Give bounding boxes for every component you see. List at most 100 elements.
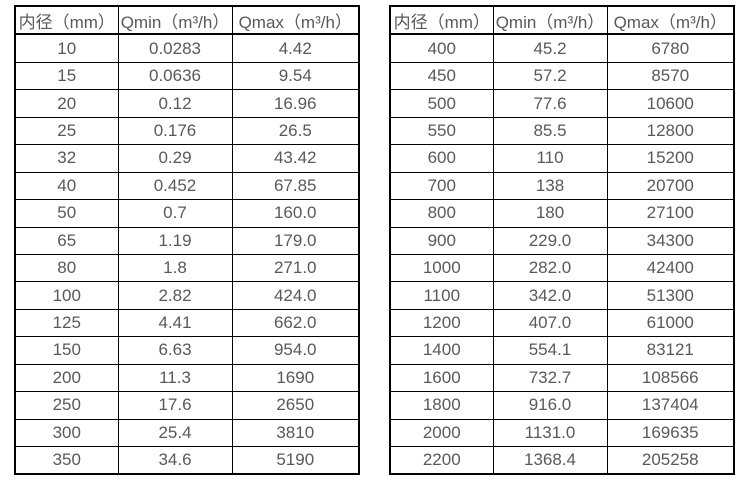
table-cell: 1.19 [117, 226, 233, 255]
table-row: 700 138 20700 [389, 171, 735, 201]
table-cell: 407.0 [492, 308, 608, 338]
table-cell: 0.176 [117, 116, 233, 146]
table-cell: 51300 [606, 281, 735, 310]
flow-spec-table-small-diameters: 内径（mm） Qmin（m³/h） Qmax（m³/h） 10 0.0283 4.42 1… [14, 5, 360, 476]
table-cell: 8570 [606, 61, 735, 91]
table-cell: 1600 [389, 363, 494, 393]
table-body: 10 0.0283 4.42 15 0.0636 9.54 20 0.12 16.96 25 0.1… [14, 33, 360, 475]
table-cell: 137404 [606, 391, 735, 420]
table-cell: 32 [14, 144, 119, 173]
table-cell: 80 [14, 253, 119, 283]
table-cell: 4.41 [117, 308, 233, 338]
table-cell: 15 [14, 61, 119, 91]
table-row: 550 85.5 12800 [389, 116, 735, 146]
table-cell: 250 [14, 391, 119, 420]
column-header: 内径（mm） [14, 5, 119, 36]
table-row: 1600 732.7 108566 [389, 363, 735, 393]
table-cell: 169635 [606, 418, 735, 448]
table-cell: 180 [492, 199, 608, 228]
table-cell: 0.452 [117, 171, 233, 201]
table-cell: 160.0 [231, 199, 360, 228]
table-cell: 25 [14, 116, 119, 146]
table-row: 65 1.19 179.0 [14, 226, 360, 255]
table-row: 15 0.0636 9.54 [14, 61, 360, 91]
table-cell: 20700 [606, 171, 735, 201]
table-row: 2200 1368.4 205258 [389, 446, 735, 475]
table-cell: 15200 [606, 144, 735, 173]
table-row: 1100 342.0 51300 [389, 281, 735, 310]
table-cell: 83121 [606, 336, 735, 365]
table-cell: 16.96 [231, 89, 360, 118]
table-cell: 11.3 [117, 363, 233, 393]
table-row: 200 11.3 1690 [14, 363, 360, 393]
table-cell: 45.2 [492, 33, 608, 63]
table-cell: 10 [14, 33, 119, 63]
table-cell: 700 [389, 171, 494, 201]
table-cell: 500 [389, 89, 494, 118]
table-cell: 110 [492, 144, 608, 173]
table-row: 40 0.452 67.85 [14, 171, 360, 201]
table-row: 900 229.0 34300 [389, 226, 735, 255]
table-cell: 1400 [389, 336, 494, 365]
table-cell: 150 [14, 336, 119, 365]
table-cell: 77.6 [492, 89, 608, 118]
table-row: 80 1.8 271.0 [14, 253, 360, 283]
table-row: 50 0.7 160.0 [14, 199, 360, 228]
table-cell: 26.5 [231, 116, 360, 146]
table-cell: 954.0 [231, 336, 360, 365]
table-cell: 67.85 [231, 171, 360, 201]
table-cell: 2650 [231, 391, 360, 420]
table-cell: 2200 [389, 446, 494, 475]
table-row: 2000 1131.0 169635 [389, 418, 735, 448]
table-cell: 6.63 [117, 336, 233, 365]
table-cell: 12800 [606, 116, 735, 146]
table-cell: 662.0 [231, 308, 360, 338]
table-row: 150 6.63 954.0 [14, 336, 360, 365]
table-cell: 6780 [606, 33, 735, 63]
table-body: 400 45.2 6780 450 57.2 8570 500 77.6 10600 550 85.… [389, 33, 735, 475]
table-cell: 42400 [606, 253, 735, 283]
table-cell: 1000 [389, 253, 494, 283]
table-cell: 179.0 [231, 226, 360, 255]
column-header: Qmax（m³/h） [231, 5, 360, 36]
table-cell: 300 [14, 418, 119, 448]
table-row: 25 0.176 26.5 [14, 116, 360, 146]
table-cell: 43.42 [231, 144, 360, 173]
table-cell: 229.0 [492, 226, 608, 255]
table-cell: 65 [14, 226, 119, 255]
table-row: 10 0.0283 4.42 [14, 33, 360, 63]
table-row: 1200 407.0 61000 [389, 308, 735, 338]
table-row: 450 57.2 8570 [389, 61, 735, 91]
table-header: 内径（mm） Qmin（m³/h） Qmax（m³/h） [14, 5, 360, 36]
table-cell: 0.0283 [117, 33, 233, 63]
table-cell: 17.6 [117, 391, 233, 420]
table-cell: 34300 [606, 226, 735, 255]
table-row: 100 2.82 424.0 [14, 281, 360, 310]
column-header: Qmin（m³/h） [492, 5, 608, 36]
table-row: 800 180 27100 [389, 199, 735, 228]
table-cell: 108566 [606, 363, 735, 393]
table-cell: 1690 [231, 363, 360, 393]
header-row: 内径（mm） Qmin（m³/h） Qmax（m³/h） [389, 5, 735, 36]
table-cell: 20 [14, 89, 119, 118]
table-cell: 27100 [606, 199, 735, 228]
table-cell: 5190 [231, 446, 360, 475]
table-cell: 350 [14, 446, 119, 475]
table-cell: 424.0 [231, 281, 360, 310]
table-cell: 205258 [606, 446, 735, 475]
table-cell: 450 [389, 61, 494, 91]
table-cell: 85.5 [492, 116, 608, 146]
table-cell: 342.0 [492, 281, 608, 310]
table-cell: 40 [14, 171, 119, 201]
table-row: 350 34.6 5190 [14, 446, 360, 475]
table-cell: 34.6 [117, 446, 233, 475]
table-cell: 900 [389, 226, 494, 255]
table-cell: 10600 [606, 89, 735, 118]
table-cell: 50 [14, 199, 119, 228]
table-cell: 0.12 [117, 89, 233, 118]
table-cell: 0.7 [117, 199, 233, 228]
table-cell: 125 [14, 308, 119, 338]
table-cell: 0.0636 [117, 61, 233, 91]
table-row: 1400 554.1 83121 [389, 336, 735, 365]
